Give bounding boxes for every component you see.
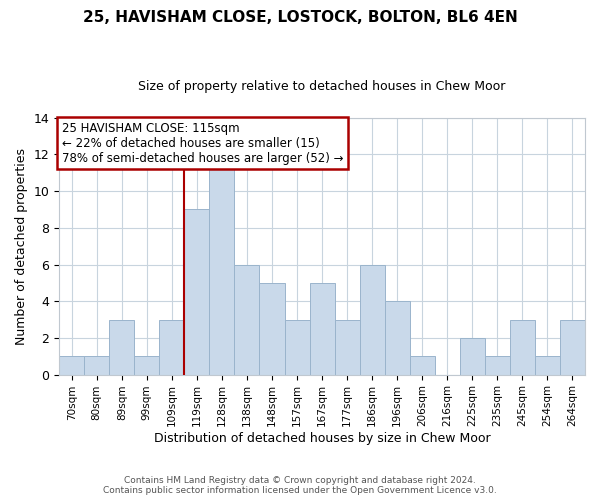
Bar <box>59 356 84 374</box>
Bar <box>310 283 335 374</box>
X-axis label: Distribution of detached houses by size in Chew Moor: Distribution of detached houses by size … <box>154 432 490 445</box>
Bar <box>485 356 510 374</box>
Bar <box>259 283 284 374</box>
Text: 25 HAVISHAM CLOSE: 115sqm
← 22% of detached houses are smaller (15)
78% of semi-: 25 HAVISHAM CLOSE: 115sqm ← 22% of detac… <box>62 122 343 164</box>
Bar <box>284 320 310 374</box>
Bar <box>385 301 410 374</box>
Title: Size of property relative to detached houses in Chew Moor: Size of property relative to detached ho… <box>139 80 506 93</box>
Bar <box>235 264 259 374</box>
Bar <box>460 338 485 374</box>
Y-axis label: Number of detached properties: Number of detached properties <box>15 148 28 344</box>
Bar <box>134 356 160 374</box>
Bar <box>184 210 209 374</box>
Text: 25, HAVISHAM CLOSE, LOSTOCK, BOLTON, BL6 4EN: 25, HAVISHAM CLOSE, LOSTOCK, BOLTON, BL6… <box>83 10 517 25</box>
Bar <box>560 320 585 374</box>
Text: Contains HM Land Registry data © Crown copyright and database right 2024.
Contai: Contains HM Land Registry data © Crown c… <box>103 476 497 495</box>
Bar <box>335 320 359 374</box>
Bar <box>84 356 109 374</box>
Bar <box>359 264 385 374</box>
Bar <box>510 320 535 374</box>
Bar <box>109 320 134 374</box>
Bar <box>535 356 560 374</box>
Bar <box>209 154 235 374</box>
Bar <box>160 320 184 374</box>
Bar <box>410 356 435 374</box>
